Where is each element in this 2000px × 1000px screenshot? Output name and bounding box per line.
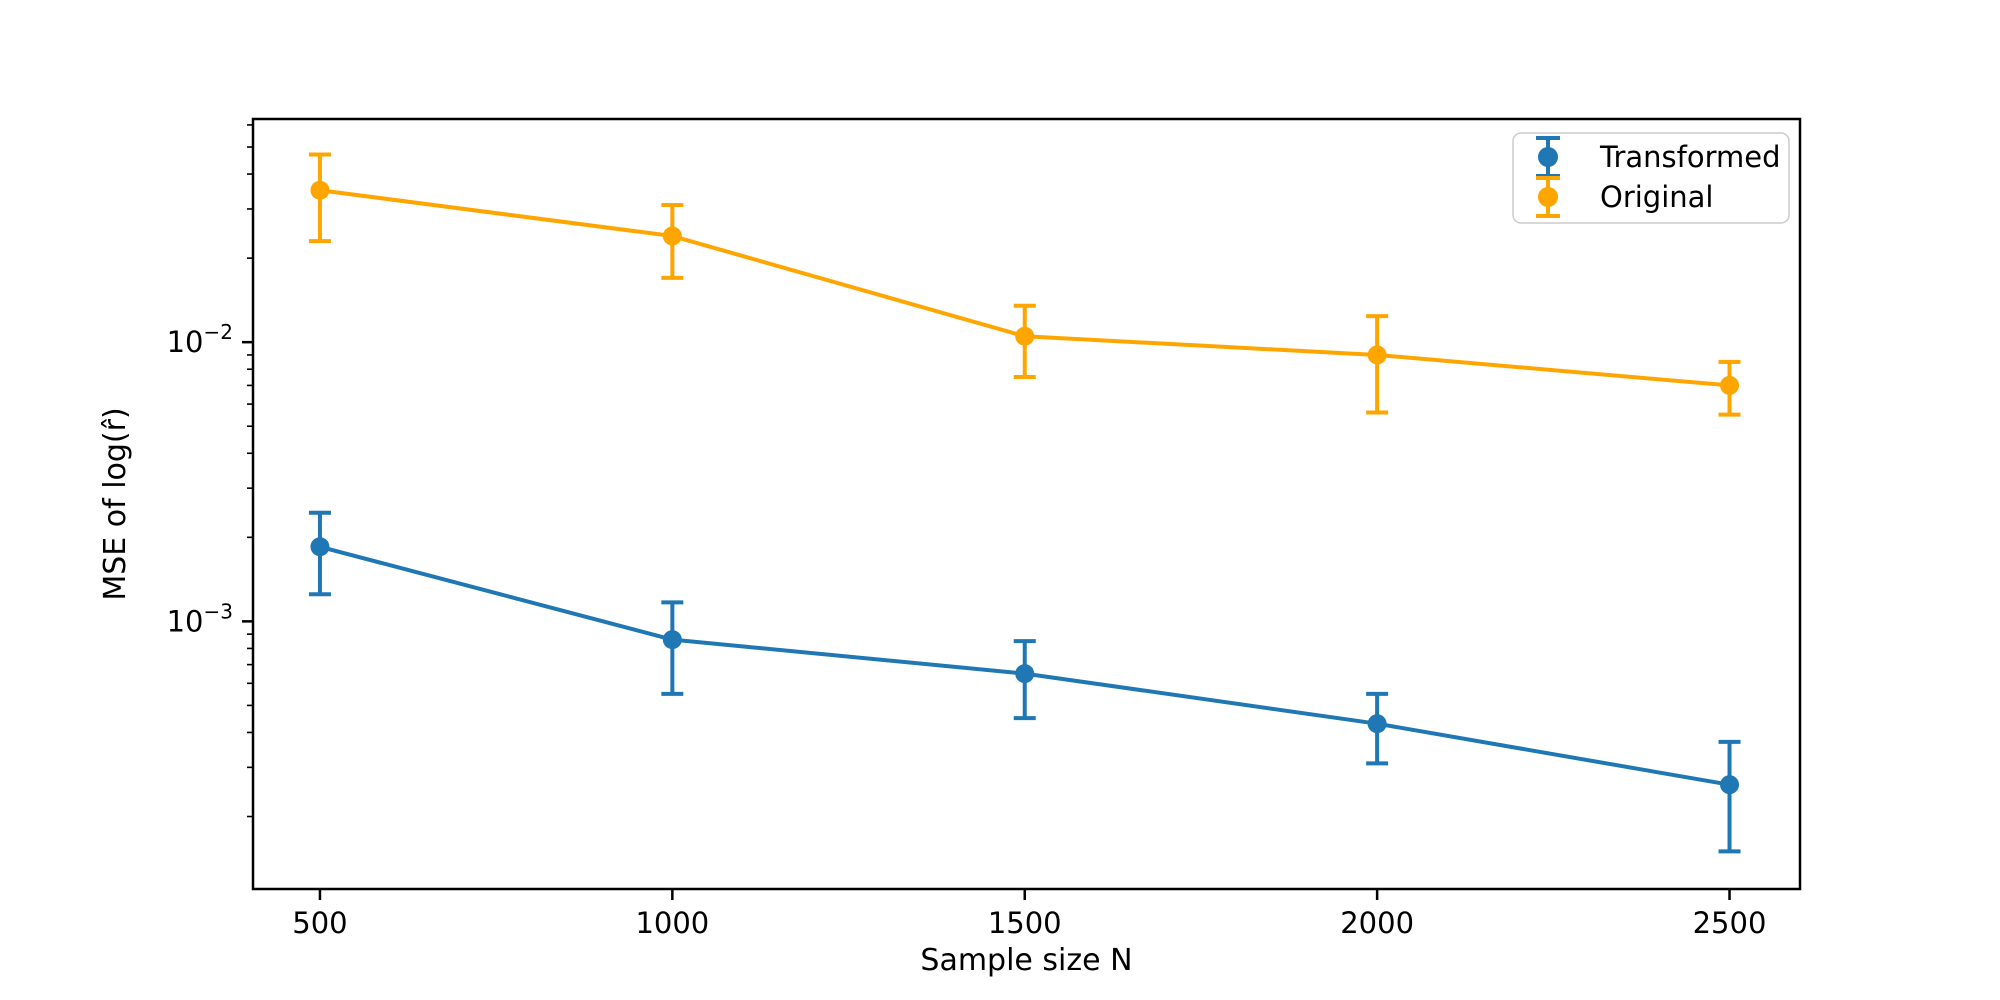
x-tick-label: 2500: [1693, 906, 1767, 940]
y-tick-label: 10−3: [167, 599, 233, 638]
y-tick-label: 10−2: [167, 320, 233, 359]
x-tick-label: 1500: [988, 906, 1062, 940]
data-point: [1015, 326, 1035, 346]
data-point: [1015, 664, 1035, 684]
legend-entry-transformed: Transformed: [1536, 136, 1781, 178]
y-axis: 10−2 10−3: [167, 124, 253, 818]
legend-marker: [1538, 147, 1558, 167]
x-axis: 500 1000 1500 2000 2500: [292, 889, 1766, 940]
data-point: [1367, 714, 1387, 734]
legend-label: Original: [1600, 180, 1713, 214]
series-transformed: [308, 510, 1741, 854]
legend-marker: [1538, 187, 1558, 207]
legend-entry-original: Original: [1536, 176, 1713, 218]
data-point: [1367, 345, 1387, 365]
data-point: [310, 537, 330, 557]
legend-label: Transformed: [1599, 140, 1781, 174]
data-point: [1720, 375, 1740, 395]
x-tick-label: 2000: [1340, 906, 1414, 940]
data-point: [662, 226, 682, 246]
y-axis-label: MSE of log(r̂): [98, 407, 133, 600]
plot-frame: [251, 117, 1802, 891]
x-tick-label: 1000: [635, 906, 709, 940]
x-axis-label: Sample size N: [920, 943, 1132, 978]
series-original: [308, 152, 1741, 417]
legend: Transformed Original: [1512, 132, 1790, 224]
x-tick-label: 500: [292, 906, 347, 940]
data-point: [310, 180, 330, 200]
data-point: [662, 630, 682, 650]
data-point: [1720, 775, 1740, 795]
legend-box: [1512, 132, 1790, 224]
